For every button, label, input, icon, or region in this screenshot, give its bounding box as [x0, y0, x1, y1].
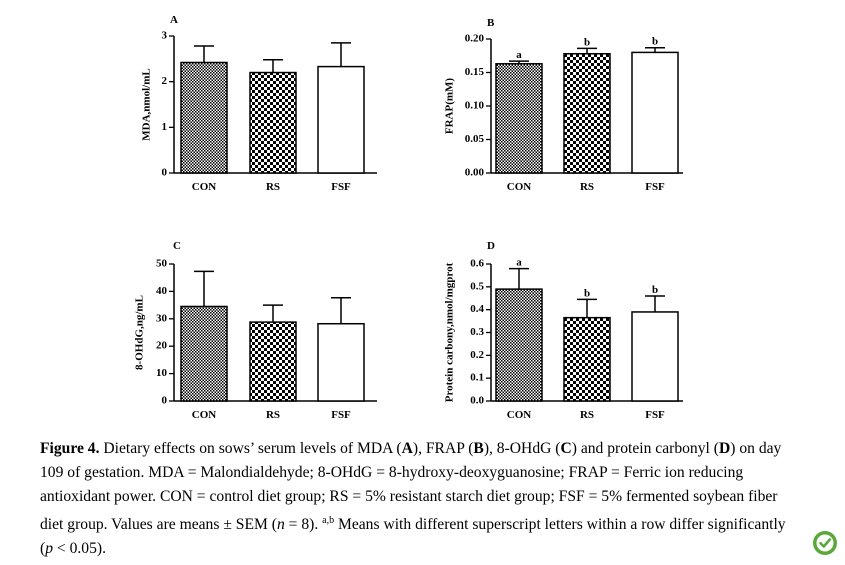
- caption-text-1: Dietary effects on sows’ serum levels of…: [99, 440, 402, 457]
- panel-d-significance-letter: b: [652, 284, 658, 296]
- panel-a-category-label: RS: [266, 181, 280, 193]
- panel-d-y-tick-label: 0.2: [470, 349, 484, 361]
- panel-b-significance-letter: b: [584, 36, 590, 48]
- panel-d-y-axis-label: Protein carbony,nmol/mgprot: [444, 262, 456, 402]
- panel-d-significance-letter: a: [516, 257, 522, 269]
- panel-d-y-tick-label: 0.0: [470, 395, 484, 407]
- panel-a-bar-con: [180, 61, 228, 174]
- panel-d-y-tick-label: 0.5: [470, 280, 484, 292]
- panel-c-y-tick-label: 50: [156, 258, 168, 270]
- panel-b-y-axis-label: FRAP(mM): [444, 78, 456, 135]
- panel-a-y-tick-label: 0: [162, 167, 168, 179]
- panel-b-y-tick-label: 0.10: [465, 100, 485, 112]
- panel-c-y-tick-label: 10: [156, 367, 168, 379]
- panel-c-category-label: CON: [192, 409, 217, 421]
- caption-text-8: < 0.05).: [53, 540, 106, 558]
- figure-caption: Figure 4. Dietary effects on sows’ serum…: [40, 437, 800, 561]
- panel-a-category-label: FSF: [331, 181, 351, 193]
- panel-a-y-axis-label: MDA,nmol/mL: [141, 68, 153, 140]
- caption-text-5: ) on day 109 of gestation. MDA = Malondi…: [40, 440, 782, 534]
- panel-d-category-label: CON: [507, 409, 532, 421]
- panel-d-y-tick-label: 0.3: [470, 326, 484, 338]
- panel-c-category-label: RS: [266, 409, 280, 421]
- caption-text-4: ) and protein carbonyl (: [571, 440, 719, 457]
- panel-a-bar-fsf: [317, 65, 365, 174]
- panel-b-significance-letter: b: [652, 36, 658, 48]
- panel-d-bar-fsf: [631, 311, 679, 402]
- panel-b-y-tick-label: 0.15: [465, 66, 485, 78]
- caption-superscript: a,b: [322, 515, 335, 526]
- caption-text-2: ), FRAP (: [412, 440, 474, 457]
- panel-a-y-tick-label: 3: [162, 30, 168, 42]
- panel-b-bar-rs: [563, 52, 611, 174]
- caption-text-7: Means with different superscript letters…: [40, 516, 786, 558]
- panel-c-y-axis-label: 8-OHdG,ng/mL: [134, 295, 146, 370]
- caption-text-3: ), 8-OHdG (: [483, 440, 561, 457]
- panel-a-label: A: [170, 14, 178, 26]
- panel-c-y-tick-label: 0: [162, 395, 168, 407]
- panel-c-bar-rs: [249, 321, 297, 402]
- panel-d-y-tick-label: 0.1: [470, 372, 484, 384]
- panel-b-bar-con: [495, 63, 543, 174]
- caption-n: n: [276, 516, 285, 534]
- leaf-check-icon[interactable]: [812, 530, 838, 556]
- panel-a-category-label: CON: [192, 181, 217, 193]
- panel-b-label: B: [487, 17, 495, 29]
- caption-label: Figure 4.: [40, 440, 100, 457]
- panel-d-y-tick-label: 0.6: [470, 258, 484, 270]
- panel-b-category-label: RS: [580, 181, 594, 193]
- panel-d-category-label: FSF: [645, 409, 665, 421]
- panel-d-significance-letter: b: [584, 287, 590, 299]
- caption-panel-b: B: [473, 440, 484, 457]
- caption-text-6: = 8).: [284, 516, 323, 534]
- panel-b-y-tick-label: 0.05: [465, 133, 485, 145]
- panel-d-y-tick-label: 0.4: [470, 303, 484, 315]
- panel-a-y-tick-label: 2: [162, 75, 168, 87]
- panel-d-bar-rs: [563, 316, 611, 402]
- panel-c-label: C: [173, 240, 181, 252]
- panel-c-bar-con: [180, 305, 228, 402]
- caption-panel-c: C: [560, 440, 572, 457]
- caption-panel-a: A: [401, 440, 413, 457]
- panel-b-y-tick-label: 0.20: [465, 33, 485, 45]
- panel-c-y-tick-label: 30: [156, 312, 168, 324]
- panel-b-category-label: FSF: [645, 181, 665, 193]
- caption-p: p: [45, 540, 53, 558]
- panel-a-y-tick-label: 1: [162, 121, 168, 133]
- panel-b-y-tick-label: 0.00: [465, 167, 485, 179]
- panel-c-bar-fsf: [317, 322, 365, 402]
- caption-panel-d: D: [718, 440, 731, 457]
- panel-c-category-label: FSF: [331, 409, 351, 421]
- panel-b-bar-fsf: [631, 51, 679, 174]
- panel-c-y-tick-label: 40: [156, 285, 168, 297]
- panel-c-y-tick-label: 20: [156, 340, 168, 352]
- panel-d-bar-con: [495, 288, 543, 402]
- panel-b-category-label: CON: [507, 181, 532, 193]
- panel-d-category-label: RS: [580, 409, 594, 421]
- panel-b-significance-letter: a: [516, 49, 522, 61]
- panel-d-label: D: [487, 240, 495, 252]
- panel-a-bar-rs: [249, 71, 297, 174]
